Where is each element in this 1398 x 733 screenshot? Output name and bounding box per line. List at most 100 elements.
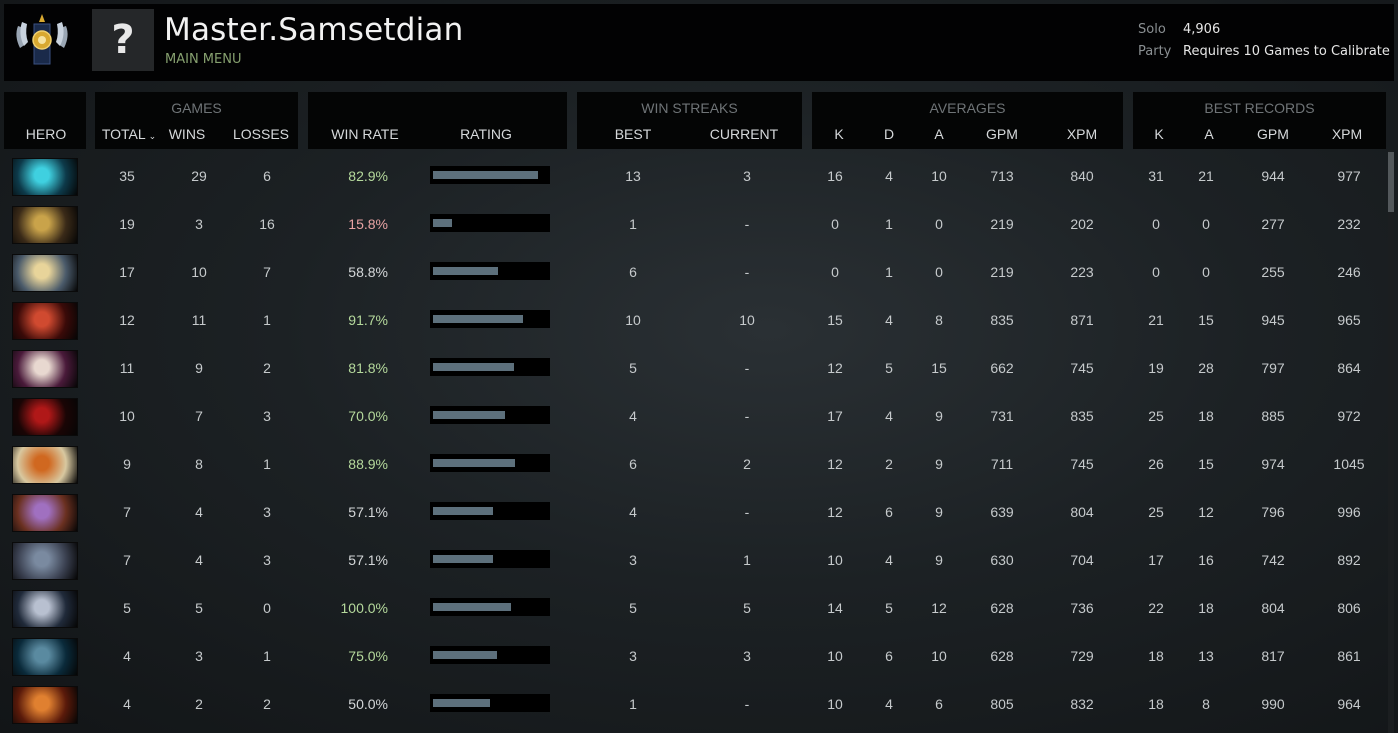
table-row[interactable]: 10 7 3 70.0% 4 - 17 4 9 731 835 25 18 885 972 — [4, 392, 1384, 440]
col-total[interactable]: TOTAL ⌄ — [96, 126, 162, 142]
table-row[interactable]: 35 29 6 82.9% 13 3 16 4 10 713 840 31 21 944 977 — [4, 152, 1384, 200]
cell-best-k: 18 — [1148, 696, 1164, 712]
col-rating[interactable]: RATING — [460, 126, 512, 142]
cell-streak-best: 3 — [629, 648, 637, 664]
col-avg-k[interactable]: K — [834, 126, 844, 142]
col-avg-gpm[interactable]: GPM — [986, 126, 1018, 142]
cell-best-xpm: 861 — [1337, 648, 1361, 664]
table-row[interactable]: 4 3 1 75.0% 3 3 10 6 10 628 729 18 13 817 861 — [4, 632, 1384, 680]
table-row[interactable]: 11 9 2 81.8% 5 - 12 5 15 662 745 19 28 797 864 — [4, 344, 1384, 392]
col-total-label: TOTAL — [101, 126, 146, 142]
cell-gpm: 835 — [990, 312, 1014, 328]
games-group-title: GAMES — [171, 100, 222, 116]
col-avg-xpm[interactable]: XPM — [1066, 126, 1098, 142]
cell-win-rate: 58.8% — [348, 264, 388, 280]
cell-d: 6 — [885, 648, 893, 664]
solo-mmr-label: Solo — [1138, 22, 1166, 37]
hero-light-knight-icon[interactable] — [12, 254, 78, 292]
hero-shadow-fiend-icon[interactable] — [12, 398, 78, 436]
col-avg-d[interactable]: D — [883, 126, 895, 142]
cell-k: 0 — [831, 264, 839, 280]
avatar-placeholder: ? — [111, 17, 135, 63]
table-row[interactable]: 5 5 0 100.0% 5 5 14 5 12 628 736 22 18 804 806 — [4, 584, 1384, 632]
table-row[interactable]: 17 10 7 58.8% 6-0 1 0 219 223 0 0 255 246 — [4, 248, 1384, 296]
hero-elf-orange-icon[interactable] — [12, 446, 78, 484]
cell-xpm: 804 — [1070, 504, 1094, 520]
cell-gpm: 219 — [990, 216, 1014, 232]
cell-xpm: 704 — [1070, 552, 1094, 568]
hero-phantom-assassin-icon[interactable] — [12, 638, 78, 676]
col-losses[interactable]: LOSSES — [232, 126, 290, 142]
rating-bar — [430, 646, 550, 664]
hero-fire-lord-icon[interactable] — [12, 686, 78, 724]
table-row[interactable]: 12 11 1 91.7% 10 10 15 4 8 835 871 21 15 945 965 — [4, 296, 1384, 344]
win-streaks-group-title: WIN STREAKS — [641, 100, 738, 116]
rating-bar-fill — [433, 459, 515, 467]
cell-best-k: 21 — [1148, 312, 1164, 328]
table-row[interactable]: 19 3 16 15.8% 1 - 0 1 0 219 202 0 0 277 232 — [4, 200, 1384, 248]
cell-best-k: 18 — [1148, 648, 1164, 664]
cell-best-a: 12 — [1198, 504, 1214, 520]
cell-streak-best: 4 — [629, 408, 637, 424]
scrollbar[interactable] — [1388, 150, 1394, 733]
col-avg-a[interactable]: A — [934, 126, 944, 142]
rating-bar-fill — [433, 219, 452, 227]
cell-best-gpm: 742 — [1261, 552, 1285, 568]
hero-purple-jester-icon[interactable] — [12, 494, 78, 532]
hero-pale-invoker-icon[interactable] — [12, 350, 78, 388]
col-best-a[interactable]: A — [1204, 126, 1214, 142]
cell-gpm: 219 — [990, 264, 1014, 280]
cell-best-xpm: 972 — [1337, 408, 1361, 424]
cell-best-k: 22 — [1148, 600, 1164, 616]
col-best-xpm[interactable]: XPM — [1331, 126, 1363, 142]
rating-bar-fill — [433, 315, 523, 323]
table-row[interactable]: 7 4 3 57.1% 4 - 12 6 9 639 804 25 12 796 996 — [4, 488, 1384, 536]
cell-losses: 1 — [263, 456, 271, 472]
rating-column-group — [308, 92, 567, 149]
cell-best-k: 31 — [1148, 168, 1164, 184]
col-best-gpm[interactable]: GPM — [1257, 126, 1289, 142]
hero-cyan-icon[interactable] — [12, 158, 78, 196]
hero-column-header — [4, 92, 86, 149]
cell-streak-best: 3 — [629, 552, 637, 568]
cell-streak-current: - — [744, 408, 750, 424]
scrollbar-thumb[interactable] — [1388, 152, 1394, 212]
col-streak-best[interactable]: BEST — [614, 126, 652, 142]
col-best-k[interactable]: K — [1154, 126, 1164, 142]
cell-win-rate: 81.8% — [348, 360, 388, 376]
hero-pale-horned-icon[interactable] — [12, 590, 78, 628]
hero-gold-mage-icon[interactable] — [12, 206, 78, 244]
table-row[interactable]: 4 2 2 50.0% 1 - 10 4 6 805 832 18 8 990 964 — [4, 680, 1384, 728]
col-streak-current[interactable]: CURRENT — [709, 126, 779, 142]
table-row[interactable]: 9 8 1 88.9% 6 2 12 2 9 711 745 26 15 974 1045 — [4, 440, 1384, 488]
cell-a: 0 — [935, 264, 943, 280]
cell-streak-current: - — [744, 360, 750, 376]
cell-streak-current: - — [744, 216, 750, 232]
hero-red-demon-icon[interactable] — [12, 302, 78, 340]
cell-best-k: 0 — [1152, 216, 1160, 232]
col-wins[interactable]: WINS — [168, 126, 206, 142]
best-records-column-group — [1133, 92, 1386, 149]
cell-wins: 9 — [195, 360, 203, 376]
cell-win-rate: 88.9% — [348, 456, 388, 472]
cell-best-gpm: 817 — [1261, 648, 1285, 664]
col-hero[interactable]: HERO — [25, 126, 67, 142]
cell-xpm: 745 — [1070, 456, 1094, 472]
cell-total: 11 — [119, 360, 135, 376]
cell-best-a: 15 — [1198, 456, 1214, 472]
cell-win-rate: 75.0% — [348, 648, 388, 664]
cell-wins: 4 — [195, 504, 203, 520]
cell-best-a: 0 — [1202, 216, 1210, 232]
main-menu-link[interactable]: MAIN MENU — [165, 52, 242, 67]
cell-xpm: 736 — [1070, 600, 1094, 616]
col-win-rate[interactable]: WIN RATE — [331, 126, 399, 142]
table-row[interactable]: 7 4 3 57.1% 3 1 10 4 9 630 704 17 16 742 892 — [4, 536, 1384, 584]
avatar[interactable]: ? — [92, 9, 154, 71]
rating-bar-fill — [433, 267, 498, 275]
cell-d: 4 — [885, 408, 893, 424]
rating-bar — [430, 358, 550, 376]
cell-k: 17 — [827, 408, 843, 424]
cell-best-a: 8 — [1202, 696, 1210, 712]
hero-armored-blue-icon[interactable] — [12, 542, 78, 580]
